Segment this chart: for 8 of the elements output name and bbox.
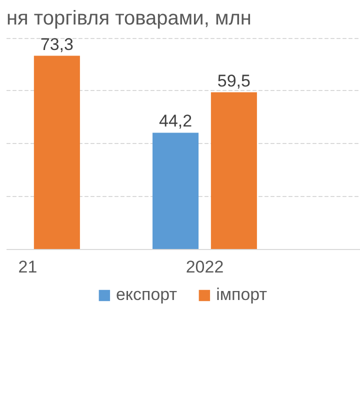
data-label: 59,5 <box>217 71 250 90</box>
data-label: 44,2 <box>158 112 192 131</box>
chart-title: ня торгівля товарами, млн <box>6 8 252 30</box>
data-label: 73,3 <box>40 34 74 54</box>
x-tick-label: 2022 <box>186 258 224 276</box>
legend-label: імпорт <box>216 285 268 305</box>
x-tick-label: 21 <box>18 258 38 276</box>
legend-label: експорт <box>116 285 178 305</box>
